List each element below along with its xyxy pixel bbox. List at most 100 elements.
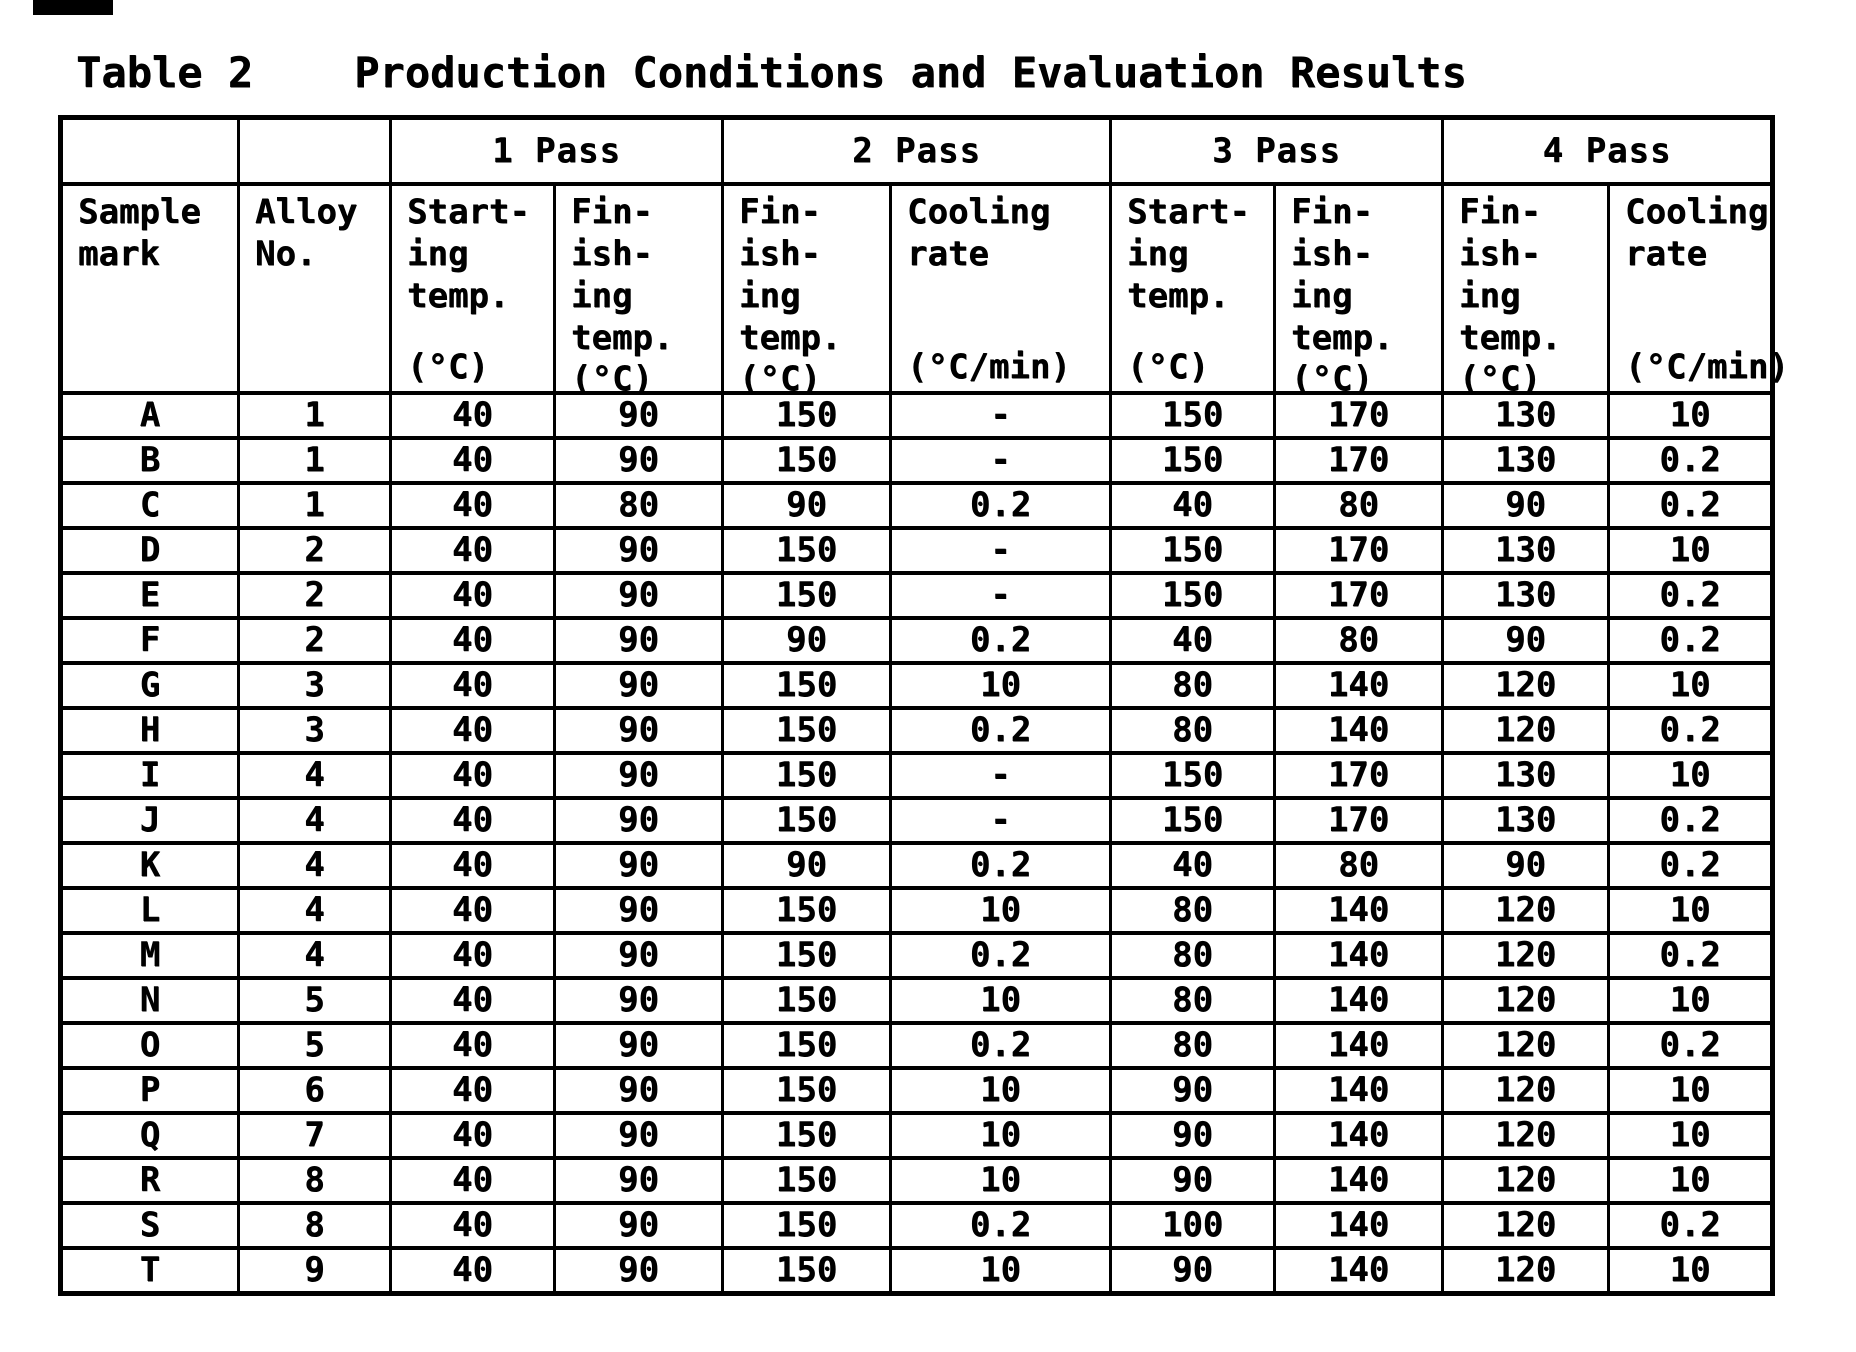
value-cell: 5 — [237, 1021, 392, 1070]
value-cell: 4 — [237, 886, 392, 935]
value-cell: 40 — [389, 1156, 556, 1205]
value-cell: 0.2 — [1607, 706, 1775, 755]
column-header-2: Start-ing temp. (°C) — [389, 182, 556, 395]
value-cell: 120 — [1441, 931, 1611, 980]
value-cell: 90 — [721, 481, 893, 530]
header-unit: (°C) — [407, 347, 489, 387]
value-cell: 10 — [889, 1066, 1113, 1115]
value-cell: 10 — [1607, 751, 1775, 800]
value-cell: 150 — [721, 436, 893, 485]
value-cell: 170 — [1273, 571, 1445, 620]
value-cell: 40 — [1109, 841, 1277, 890]
table-row-H: H 3 40 90 150 0.2 80 140 120 0.2 — [59, 706, 1775, 755]
value-cell: 4 — [237, 796, 392, 845]
value-cell: - — [889, 571, 1113, 620]
table-body: A 1 40 90 150-150 170 130 10 B 1 40 90 150-150 170 130… — [59, 391, 1775, 1296]
value-cell: 10 — [1607, 1246, 1775, 1296]
value-cell: 10 — [1607, 1111, 1775, 1160]
table-row-S: S 8 40 90 150 0.2 100 140 120 0.2 — [59, 1201, 1775, 1250]
value-cell: 40 — [389, 1021, 556, 1070]
value-cell: 90 — [552, 1156, 725, 1205]
value-cell: 150 — [721, 661, 893, 710]
table-row-B: B 1 40 90 150-150 170 130 0.2 — [59, 436, 1775, 485]
header-unit: (°C/min) — [1625, 347, 1789, 387]
value-cell: 150 — [721, 391, 893, 440]
value-cell: 10 — [889, 976, 1113, 1025]
value-cell: 80 — [1109, 1021, 1277, 1070]
value-cell: 80 — [1273, 616, 1445, 665]
value-cell: 150 — [1109, 391, 1277, 440]
value-cell: 10 — [889, 1111, 1113, 1160]
value-cell: 5 — [237, 976, 392, 1025]
table-row-I: I 4 40 90 150-150 170 130 10 — [59, 751, 1775, 800]
value-cell: 1 — [237, 436, 392, 485]
table-row-E: E 2 40 90 150-150 170 130 0.2 — [59, 571, 1775, 620]
column-header-4: Fin-ish-ing temp. (°C) — [721, 182, 893, 399]
value-cell: - — [889, 796, 1113, 845]
value-cell: 140 — [1273, 1246, 1445, 1296]
value-cell: 80 — [552, 481, 725, 530]
value-cell: 10 — [1607, 526, 1775, 575]
header-line: Cooling — [1625, 192, 1769, 232]
header-unit: (°C/min) — [907, 347, 1071, 387]
value-cell: 90 — [1109, 1066, 1277, 1115]
value-cell: 150 — [721, 1111, 893, 1160]
value-cell: 4 — [237, 931, 392, 980]
value-cell: 90 — [721, 616, 893, 665]
sample-mark-cell: S — [59, 1201, 240, 1250]
value-cell: 0.2 — [889, 841, 1113, 890]
header-line: ing — [1291, 276, 1353, 316]
column-header-7: Fin-ish-ing temp. (°C) — [1273, 182, 1445, 399]
value-cell: 90 — [552, 1201, 725, 1250]
pass-group-1: 1 Pass — [388, 115, 725, 186]
sample-mark-cell: P — [59, 1066, 240, 1115]
value-cell: 1 — [237, 481, 392, 530]
value-cell: 150 — [721, 706, 893, 755]
value-cell: 120 — [1441, 976, 1611, 1025]
value-cell: 0.2 — [1607, 931, 1775, 980]
value-cell: 90 — [552, 706, 725, 755]
header-line: ing — [739, 276, 801, 316]
sample-mark-cell: A — [59, 391, 240, 440]
value-cell: - — [889, 391, 1113, 440]
pass-group-row: 1 Pass 2 Pass 3 Pass 4 Pass — [59, 115, 1775, 186]
header-line: ing — [407, 234, 469, 274]
header-line: Fin- — [739, 192, 821, 232]
value-cell: - — [889, 436, 1113, 485]
header-line: temp. — [1459, 318, 1562, 358]
header-unit: (°C) — [1291, 359, 1373, 399]
table-row-N: N 5 40 90 150 10 80 140 120 10 — [59, 976, 1775, 1025]
table-row-J: J 4 40 90 150-150 170 130 0.2 — [59, 796, 1775, 845]
corner-cell-sample — [59, 115, 240, 186]
value-cell: 90 — [552, 1021, 725, 1070]
value-cell: 10 — [889, 886, 1113, 935]
table-row-A: A 1 40 90 150-150 170 130 10 — [59, 391, 1775, 440]
value-cell: 170 — [1273, 526, 1445, 575]
value-cell: 40 — [389, 976, 556, 1025]
value-cell: 120 — [1441, 886, 1611, 935]
value-cell: 120 — [1441, 1201, 1611, 1250]
value-cell: 8 — [237, 1156, 392, 1205]
value-cell: 170 — [1273, 751, 1445, 800]
header-line: ish- — [739, 234, 821, 274]
value-cell: 140 — [1273, 1156, 1445, 1205]
value-cell: 0.2 — [889, 706, 1113, 755]
column-header-row: Sample mark Alloy No. Start-ing temp. (°C) Fin-… — [59, 182, 1789, 399]
table-title: Table 2 Production Conditions and Evalua… — [76, 48, 1467, 97]
value-cell: 10 — [1607, 886, 1775, 935]
header-line: rate — [1625, 234, 1707, 274]
value-cell: 2 — [237, 616, 392, 665]
header-unit: (°C) — [1459, 359, 1541, 399]
sample-mark-cell: C — [59, 481, 240, 530]
header-line: ish- — [1291, 234, 1373, 274]
header-line: Start- — [407, 192, 530, 232]
value-cell: 80 — [1109, 661, 1277, 710]
value-cell: 10 — [1607, 661, 1775, 710]
value-cell: 130 — [1441, 751, 1611, 800]
column-header-8: Fin-ish-ing temp. (°C) — [1441, 182, 1611, 399]
table-row-O: O 5 40 90 150 0.2 80 140 120 0.2 — [59, 1021, 1775, 1070]
scan-artifact — [33, 0, 113, 15]
header-line: temp. — [1291, 318, 1394, 358]
header-line: temp. — [1127, 276, 1230, 316]
